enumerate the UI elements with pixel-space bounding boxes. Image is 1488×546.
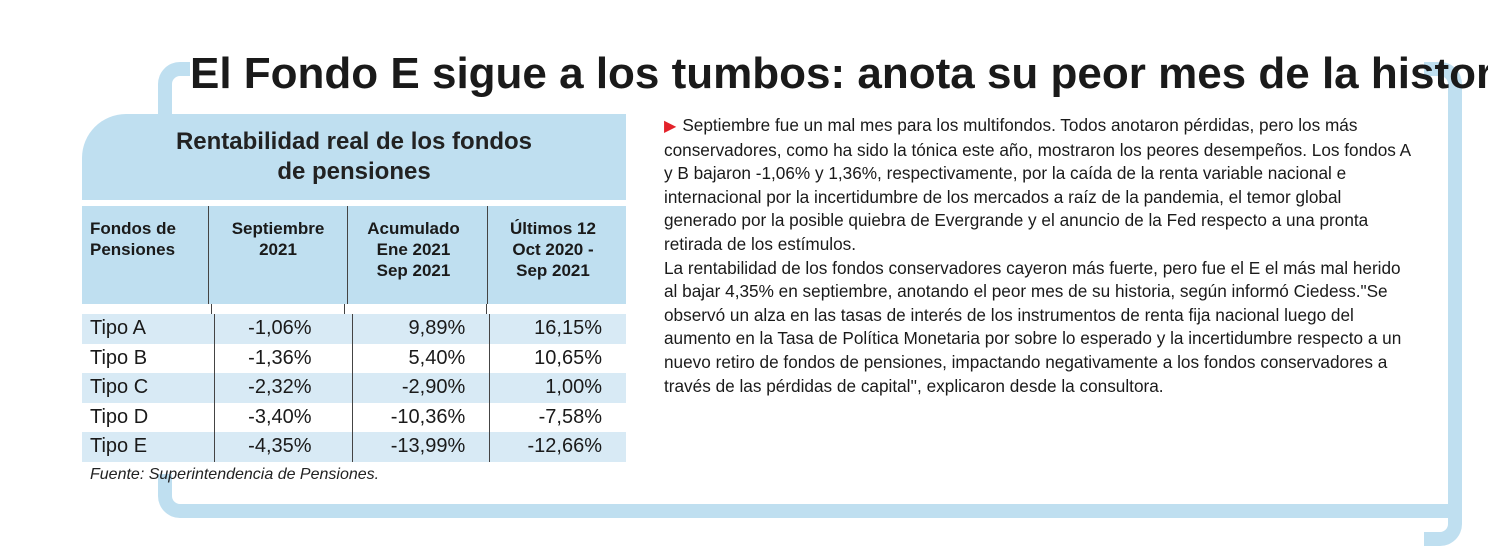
article-paragraph-2: La rentabilidad de los fondos conservado… xyxy=(664,257,1402,396)
header-acumulado: Acumulado Ene 2021 Sep 2021 xyxy=(348,206,488,304)
table-spacer xyxy=(82,304,626,314)
table-row: Tipo C -2,32% -2,90% 1,00% xyxy=(82,373,626,403)
table-row: Tipo D -3,40% -10,36% -7,58% xyxy=(82,402,626,432)
table-row: Tipo A -1,06% 9,89% 16,15% xyxy=(82,314,626,344)
table-row: Tipo E -4,35% -13,99% -12,66% xyxy=(82,432,626,462)
table-title-block: Rentabilidad real de los fondos de pensi… xyxy=(82,114,626,200)
value-ultimos-12: 10,65% xyxy=(534,346,602,369)
table-source: Fuente: Superintendencia de Pensiones. xyxy=(90,466,380,483)
table-header-row: Fondos de Pensiones Septiembre 2021 Acum… xyxy=(82,206,626,304)
value-septiembre: -3,40% xyxy=(215,402,353,432)
row-label: Tipo E xyxy=(82,432,216,462)
row-label: Tipo D xyxy=(82,402,216,432)
value-septiembre: -4,35% xyxy=(215,432,353,462)
table-title: Rentabilidad real de los fondos de pensi… xyxy=(134,127,574,187)
value-acumulado: -13,99% xyxy=(353,432,491,462)
header-ultimos-12: Últimos 12 Oct 2020 - Sep 2021 xyxy=(510,219,596,280)
value-septiembre: -1,06% xyxy=(215,314,353,344)
value-ultimos-12: 16,15% xyxy=(534,317,602,340)
value-septiembre: -1,36% xyxy=(215,343,353,373)
row-label: Tipo B xyxy=(82,343,216,373)
table-title-line1: Rentabilidad real de los fondos xyxy=(175,128,533,155)
table-row: Tipo B -1,36% 5,40% 10,65% xyxy=(82,343,626,373)
value-acumulado: -10,36% xyxy=(353,402,491,432)
row-label: Tipo A xyxy=(82,314,216,344)
header-fondos: Fondos de Pensiones xyxy=(82,206,209,304)
headline: El Fondo E sigue a los tumbos: anota su … xyxy=(190,49,1488,98)
value-acumulado: 5,40% xyxy=(353,343,491,373)
value-ultimos-12: 1,00% xyxy=(545,376,602,399)
value-ultimos-12: -7,58% xyxy=(538,405,602,428)
article-paragraph-1: ▶ Septiembre fue un mal mes para los mult… xyxy=(664,115,1411,254)
value-ultimos-12: -12,66% xyxy=(527,435,603,458)
value-acumulado: -2,90% xyxy=(353,373,491,403)
article-body: ▶ Septiembre fue un mal mes para los mult… xyxy=(664,114,1412,398)
header-septiembre: Septiembre 2021 xyxy=(209,206,348,304)
pension-table: Rentabilidad real de los fondos de pensi… xyxy=(82,114,626,462)
row-label: Tipo C xyxy=(82,373,216,403)
value-acumulado: 9,89% xyxy=(353,314,491,344)
value-septiembre: -2,32% xyxy=(215,373,353,403)
triangle-right-icon: ▶ xyxy=(664,118,677,135)
frame-bottom xyxy=(158,474,1462,518)
table-title-line2: de pensiones xyxy=(277,158,431,185)
